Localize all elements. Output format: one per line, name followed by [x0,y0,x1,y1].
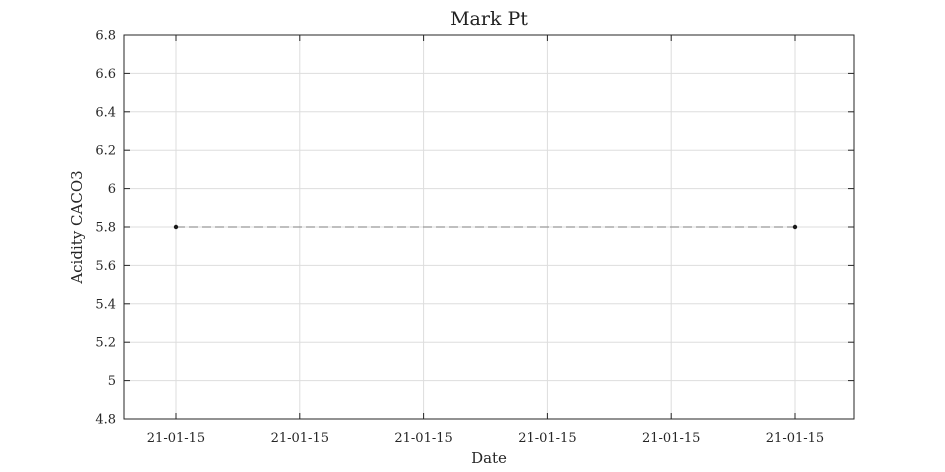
data-point [173,224,179,230]
x-axis-label: Date [471,449,507,467]
y-tick-label: 4.8 [95,413,116,428]
y-tick-label: 5.2 [95,336,116,351]
x-tick-label: 21-01-15 [147,431,205,446]
y-tick-label: 6.8 [95,29,116,44]
y-axis-label: Acidity CACO3 [68,170,86,284]
y-tick-label: 6.6 [95,67,116,82]
y-tick-label: 5 [108,374,116,389]
series-layer [173,224,798,230]
x-tick-label: 21-01-15 [518,431,576,446]
x-tick-label: 21-01-15 [642,431,700,446]
x-tick-label: 21-01-15 [766,431,824,446]
y-tick-label: 6.2 [95,144,116,159]
x-tick-label: 21-01-15 [394,431,452,446]
tick-layer: 4.8 5 5.2 5.4 5.6 5.8 6 6.2 6.4 6.6 6.8 21-01-15 21-… [95,29,854,446]
y-tick-label: 6 [108,182,116,197]
y-tick-label: 6.4 [95,105,116,120]
chart-title: Mark Pt [450,8,528,30]
x-tick-label: 21-01-15 [271,431,329,446]
data-point [792,224,798,230]
y-tick-label: 5.4 [95,297,116,312]
y-tick-label: 5.8 [95,221,116,236]
y-tick-label: 5.6 [95,259,116,274]
